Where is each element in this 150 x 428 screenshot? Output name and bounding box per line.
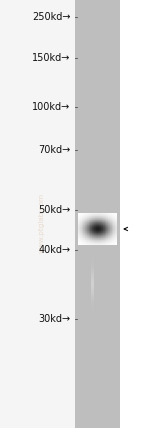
Bar [120,0,150,428]
Text: 70kd→: 70kd→ [38,145,70,155]
Text: 250kd→: 250kd→ [32,12,70,22]
Text: 40kd→: 40kd→ [38,245,70,256]
Bar [0,0,75,428]
Text: 150kd→: 150kd→ [32,53,70,63]
Text: 50kd→: 50kd→ [38,205,70,215]
Text: 100kd→: 100kd→ [32,102,70,112]
Text: 30kd→: 30kd→ [38,314,70,324]
Text: www.ptglab.com: www.ptglab.com [39,193,45,253]
